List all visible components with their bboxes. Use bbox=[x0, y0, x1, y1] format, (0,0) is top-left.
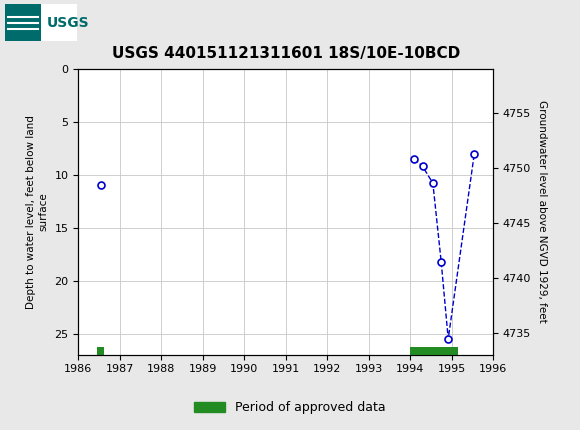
Legend: Period of approved data: Period of approved data bbox=[189, 396, 391, 419]
Y-axis label: Groundwater level above NGVD 1929, feet: Groundwater level above NGVD 1929, feet bbox=[536, 100, 547, 323]
Bar bbox=[410, 347, 458, 357]
FancyBboxPatch shape bbox=[5, 4, 41, 41]
Bar bbox=[97, 347, 104, 357]
FancyBboxPatch shape bbox=[5, 4, 77, 41]
Title: USGS 440151121311601 18S/10E-10BCD: USGS 440151121311601 18S/10E-10BCD bbox=[111, 46, 460, 61]
Text: USGS: USGS bbox=[47, 16, 90, 30]
Y-axis label: Depth to water level, feet below land
surface: Depth to water level, feet below land su… bbox=[26, 115, 49, 309]
